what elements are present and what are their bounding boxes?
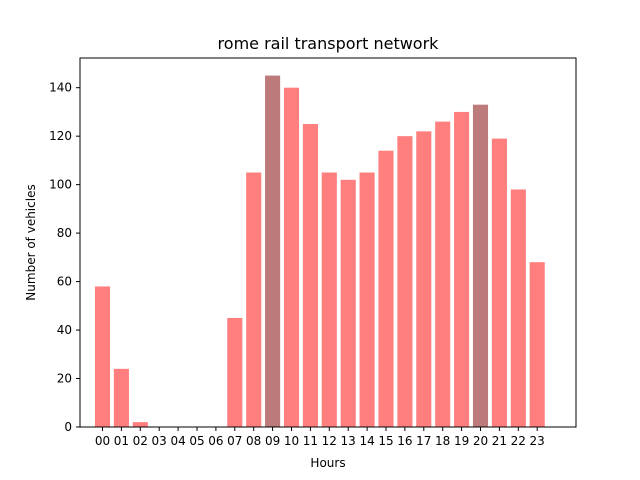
x-tick-label-18: 18 [435,434,450,448]
bar-18 [435,121,451,428]
bar-14 [359,172,375,427]
x-tick-label-19: 19 [454,434,469,448]
x-tick-label-07: 07 [227,434,242,448]
x-tick-label-22: 22 [511,434,526,448]
bar-01 [113,368,129,427]
x-tick-label-17: 17 [416,434,431,448]
y-tick-label-60: 60 [57,275,72,289]
x-tick-label-14: 14 [359,434,374,448]
y-tick-label-20: 20 [57,372,72,386]
x-tick-label-03: 03 [152,434,167,448]
bar-10 [283,87,300,427]
x-tick-label-00: 00 [95,434,110,448]
x-tick-label-15: 15 [378,434,393,448]
y-tick-label-100: 100 [49,178,72,192]
bar-09 [265,75,281,427]
bar-08 [246,172,262,427]
bar-22 [510,189,526,427]
x-ticks-group: 00 01 02 03 04 05 06 07 08 09 10 11 12 13 14 15 16 17 18 19… [95,427,545,448]
y-tick-label-80: 80 [57,226,72,240]
y-axis-label: Number of vehicles [24,184,38,300]
plot-frame [79,57,577,428]
y-ticks-group: 0 20 40 60 80 100 120 140 [49,81,80,434]
x-tick-label-08: 08 [246,434,261,448]
x-tick-label-16: 16 [397,434,412,448]
x-tick-label-05: 05 [189,434,204,448]
bar-07 [227,317,243,427]
x-tick-label-21: 21 [492,434,507,448]
x-tick-label-20: 20 [473,434,488,448]
x-tick-label-06: 06 [208,434,223,448]
chart-title: rome rail transport network [218,34,440,53]
bar-12 [321,172,337,427]
bar-11 [302,124,318,427]
bar-19 [454,111,470,428]
x-tick-label-11: 11 [303,434,318,448]
y-tick-label-40: 40 [57,323,72,337]
bar-16 [397,136,413,427]
x-tick-label-13: 13 [341,434,356,448]
x-tick-label-23: 23 [530,434,545,448]
y-tick-label-140: 140 [49,81,72,95]
x-tick-label-12: 12 [322,434,337,448]
x-tick-label-02: 02 [133,434,148,448]
y-tick-label-0: 0 [64,420,72,434]
bar-13 [340,179,356,427]
bar-17 [416,131,432,427]
y-tick-label-120: 120 [49,129,72,143]
x-axis-label: Hours [310,456,345,470]
x-tick-label-10: 10 [284,434,299,448]
bar-15 [378,150,394,427]
bar-20 [472,104,489,427]
bar-00 [94,286,111,427]
bar-23 [529,262,545,427]
x-tick-label-09: 09 [265,434,280,448]
bars-group [94,75,545,428]
x-tick-label-01: 01 [114,434,129,448]
x-tick-label-04: 04 [170,434,185,448]
bar-21 [491,138,507,427]
bar-02 [132,422,148,427]
